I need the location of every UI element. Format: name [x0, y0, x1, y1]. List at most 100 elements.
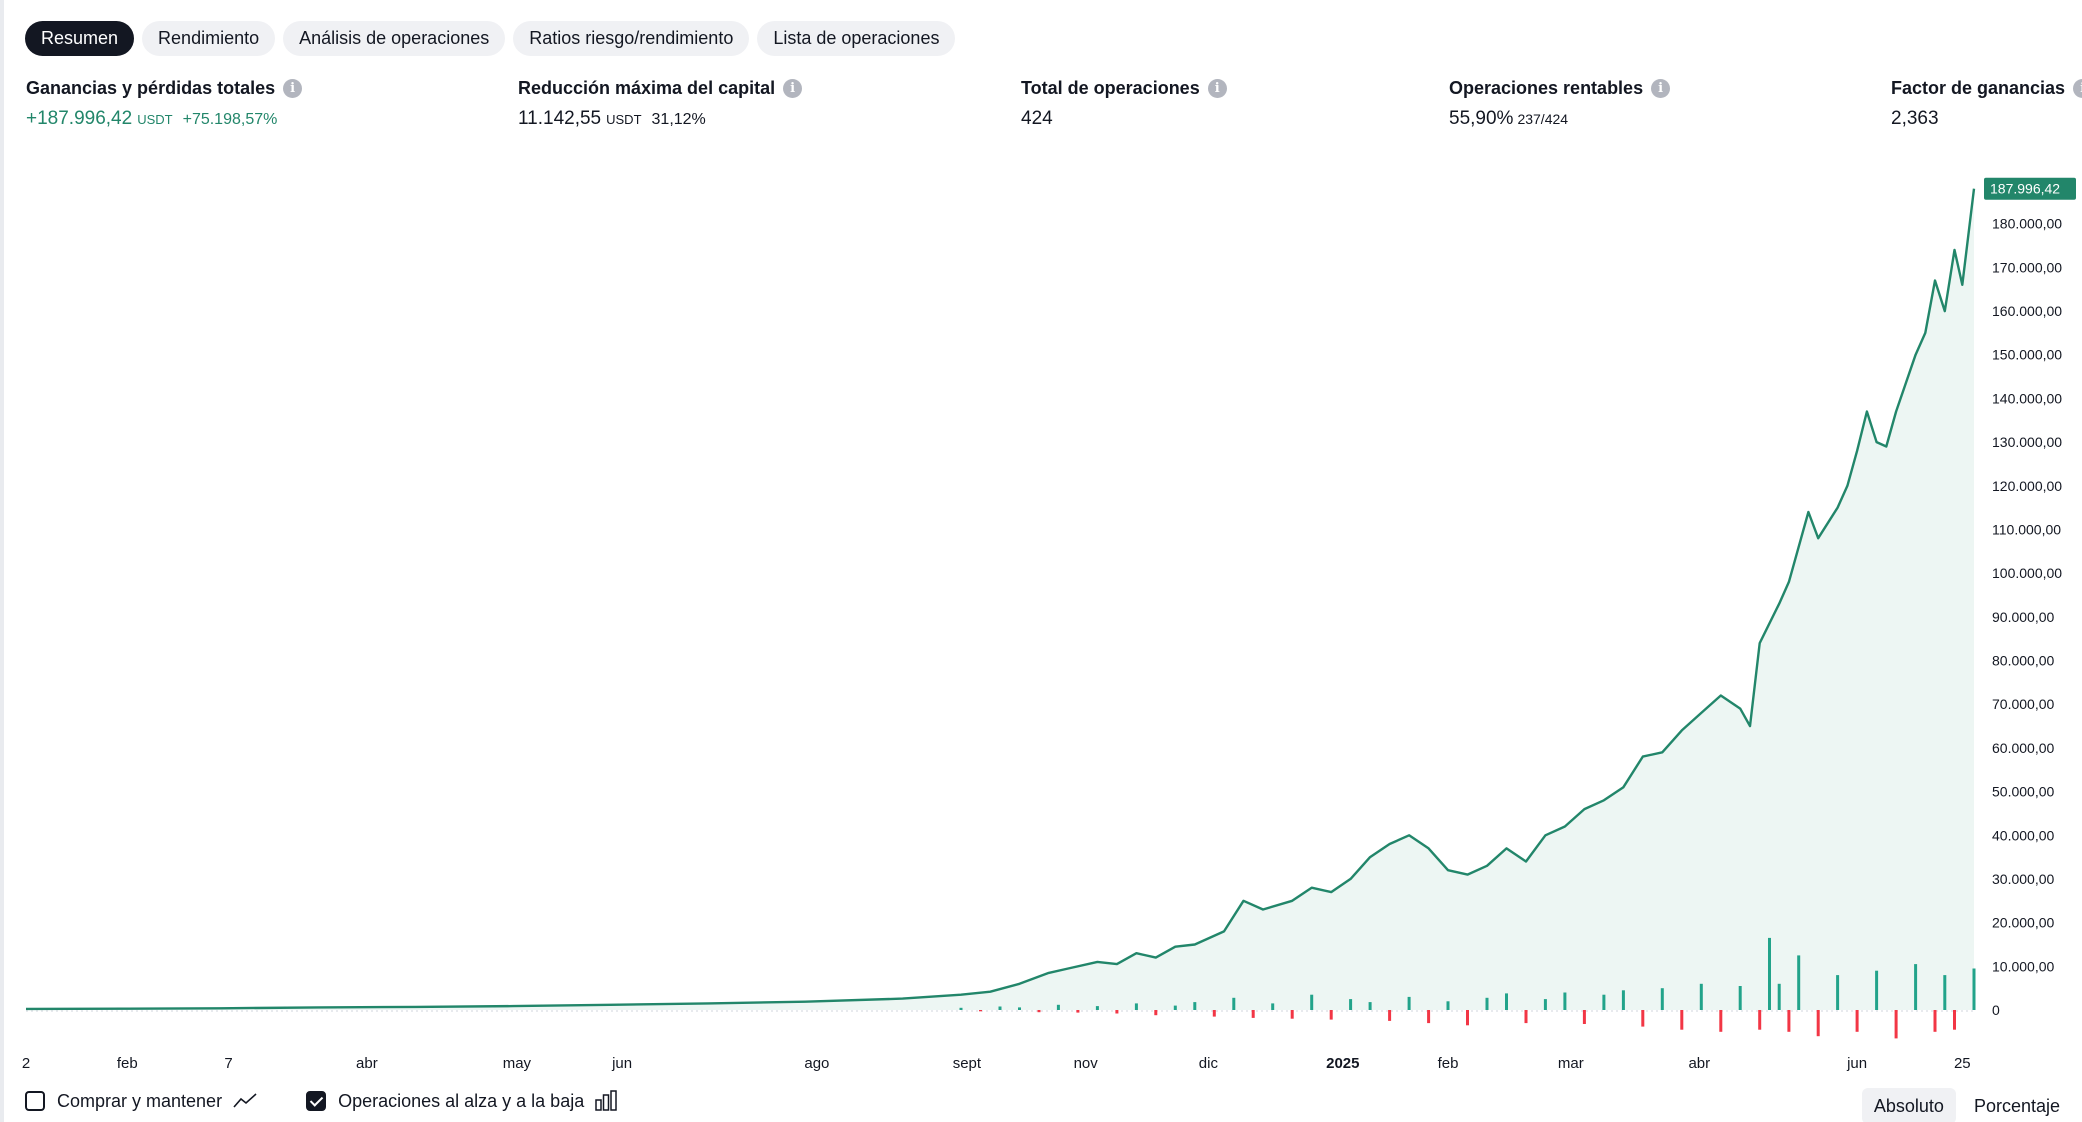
trade-bar	[1855, 1010, 1859, 1032]
trade-bar	[1212, 1010, 1216, 1017]
trade-bar	[1738, 986, 1742, 1010]
y-tick-label: 30.000,00	[1992, 871, 2054, 887]
y-tick-label: 170.000,00	[1992, 259, 2062, 275]
stat-profitable-value: 55,90%	[1449, 108, 1514, 129]
x-tick-label: 25	[1954, 1055, 1971, 1072]
trade-bar	[1232, 997, 1236, 1010]
tabs-bar: Resumen Rendimiento Análisis de operacio…	[25, 21, 956, 56]
buy-hold-checkbox[interactable]	[25, 1091, 45, 1111]
stat-trades-value: 424	[1021, 108, 1053, 129]
stat-drawdown-unit: USDT	[606, 112, 642, 127]
y-tick-label: 40.000,00	[1992, 827, 2054, 843]
stat-profit-factor: Factor de ganancias i 2,363	[1891, 78, 2082, 130]
y-tick-label: 160.000,00	[1992, 303, 2062, 319]
trade-bar	[1680, 1010, 1684, 1030]
trades-label[interactable]: Operaciones al alza y a la baja	[338, 1090, 585, 1111]
trade-bar	[1290, 1010, 1294, 1019]
trade-bar	[1095, 1006, 1099, 1010]
tab-lista-operaciones[interactable]: Lista de operaciones	[757, 21, 956, 56]
stat-trades-label: Total de operaciones	[1021, 78, 1200, 98]
y-tick-label: 70.000,00	[1992, 696, 2054, 712]
trade-bar	[1271, 1003, 1275, 1010]
stat-drawdown: Reducción máxima del capital i 11.142,55…	[518, 78, 803, 130]
x-tick-label: 2	[22, 1055, 30, 1072]
buy-hold-label[interactable]: Comprar y mantener	[57, 1090, 223, 1111]
x-tick-label: feb	[1438, 1055, 1459, 1072]
absolute-button[interactable]: Absoluto	[1861, 1088, 1956, 1122]
trade-bar	[1875, 970, 1879, 1010]
trade-bar	[1758, 1010, 1762, 1030]
stat-pnl-label: Ganancias y pérdidas totales	[26, 78, 276, 98]
stat-drawdown-label: Reducción máxima del capital	[518, 78, 776, 98]
trade-bar	[1972, 968, 1976, 1010]
trade-bar	[1787, 1010, 1791, 1032]
trade-bar	[1018, 1007, 1021, 1010]
trade-bar	[959, 1007, 963, 1010]
trade-bar	[1349, 999, 1353, 1010]
trade-bar	[1505, 993, 1508, 1010]
percent-button[interactable]: Porcentaje	[1973, 1096, 2060, 1116]
trade-bar	[1836, 975, 1840, 1010]
trade-bar	[1777, 983, 1781, 1010]
x-tick-label: feb	[117, 1055, 138, 1072]
trade-bar	[1641, 1010, 1645, 1027]
trade-bar	[1446, 1001, 1450, 1010]
stat-pnl-value: +187.996,42	[26, 108, 133, 129]
trade-bar	[1543, 999, 1547, 1010]
tab-analisis-operaciones[interactable]: Análisis de operaciones	[283, 21, 506, 56]
y-tick-label: 130.000,00	[1992, 434, 2062, 450]
trade-bar	[1485, 997, 1489, 1010]
info-icon[interactable]: i	[283, 79, 303, 98]
stat-pnl-percent: +75.198,57%	[182, 111, 278, 128]
trade-bar	[1193, 1002, 1197, 1010]
trade-bar	[1797, 955, 1801, 1010]
trades-checkbox[interactable]	[306, 1091, 327, 1111]
trade-bar	[1816, 1010, 1820, 1037]
x-tick-label: jun	[611, 1055, 632, 1072]
info-icon[interactable]: i	[2073, 79, 2082, 98]
y-tick-label: 150.000,00	[1992, 347, 2062, 363]
trade-bar	[1173, 1005, 1177, 1010]
trade-bar	[979, 1010, 982, 1012]
y-tick-label: 100.000,00	[1992, 565, 2062, 581]
x-tick-label: may	[503, 1055, 532, 1072]
x-tick-label: abr	[1688, 1055, 1710, 1072]
trade-bar	[1076, 1010, 1080, 1013]
tab-rendimiento[interactable]: Rendimiento	[142, 21, 276, 56]
equity-chart[interactable]: 0 10.000,00 20.000,00 30.000,00 40.000,00 50.…	[0, 160, 2082, 1080]
trade-bar	[1953, 1010, 1956, 1030]
info-icon[interactable]: i	[1651, 79, 1671, 98]
y-tick-label: 90.000,00	[1992, 609, 2054, 625]
y-tick-label: 180.000,00	[1992, 216, 2062, 232]
trade-bar	[998, 1006, 1002, 1010]
trade-bar	[1719, 1010, 1723, 1032]
x-tick-label: jun	[1846, 1055, 1867, 1072]
trade-bar	[1563, 992, 1567, 1010]
tab-resumen[interactable]: Resumen	[25, 21, 135, 56]
stat-profitable: Operaciones rentables i 55,90% 237/424	[1449, 78, 1671, 130]
trade-bar	[1524, 1010, 1528, 1024]
x-tick-label: sept	[953, 1055, 982, 1072]
trade-bar	[1329, 1010, 1333, 1020]
x-tick-label: mar	[1558, 1055, 1584, 1072]
trade-bar	[1933, 1010, 1937, 1032]
x-tick-label: 7	[224, 1055, 232, 1072]
trade-bar	[1037, 1010, 1041, 1013]
equity-line	[25, 188, 1976, 1011]
trade-bar	[1134, 1003, 1138, 1010]
info-icon[interactable]: i	[1207, 79, 1227, 98]
y-tick-label: 50.000,00	[1992, 784, 2054, 800]
trade-bar	[1310, 994, 1314, 1010]
stat-profitable-ratio: 237/424	[1517, 111, 1569, 127]
stat-profitable-label: Operaciones rentables	[1449, 78, 1644, 98]
x-tick-label: ago	[804, 1055, 829, 1072]
trade-bar	[1914, 964, 1918, 1010]
info-icon[interactable]: i	[783, 79, 803, 98]
tab-ratios[interactable]: Ratios riesgo/rendimiento	[513, 21, 750, 56]
trade-bar	[1388, 1010, 1392, 1021]
bar-chart-icon	[595, 1090, 617, 1111]
y-tick-label: 110.000,00	[1992, 522, 2061, 538]
trade-bar	[1943, 975, 1947, 1010]
stat-pnl-unit: USDT	[137, 112, 173, 127]
